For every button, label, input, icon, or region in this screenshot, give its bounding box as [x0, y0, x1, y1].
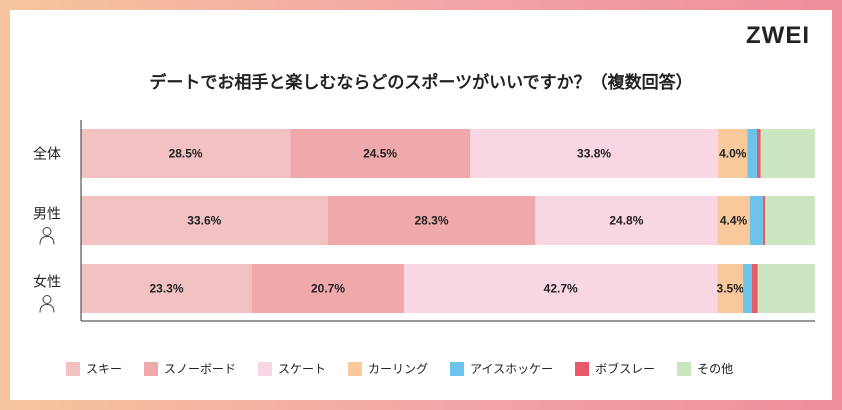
data-label: 4.4% — [720, 214, 748, 228]
legend-item: スケート — [258, 360, 326, 377]
data-label: 23.3% — [149, 282, 183, 296]
data-label: 28.5% — [169, 147, 203, 161]
bar-segment — [757, 264, 815, 313]
legend-item: カーリング — [348, 360, 428, 377]
bar-segment — [81, 196, 328, 245]
bar-segment — [757, 129, 761, 178]
bar-segment — [743, 264, 752, 313]
data-label: 42.7% — [544, 282, 578, 296]
legend-label: ボブスレー — [595, 362, 656, 376]
legend-label: スノーボード — [164, 362, 237, 376]
legend-label: カーリング — [368, 362, 429, 376]
female-person-icon — [39, 295, 55, 313]
legend-swatch — [144, 361, 159, 376]
data-label: 24.8% — [609, 214, 643, 228]
legend-swatch — [258, 361, 273, 376]
bar-segment — [747, 129, 758, 178]
bar-segment — [762, 196, 766, 245]
legend-item: ボブスレー — [575, 360, 655, 377]
bar-segment — [470, 129, 719, 178]
chart-title: デートでお相手と楽しむならどのスポーツがいいですか？（複数回答） — [149, 73, 693, 93]
bar-segment — [290, 129, 471, 178]
row-label: 男性 — [33, 207, 61, 223]
bar-segment — [403, 264, 718, 313]
brand-logo: ZWEI — [746, 22, 810, 49]
bar-segment — [765, 196, 815, 245]
legend-label: その他 — [697, 362, 734, 376]
bar-segment — [751, 264, 758, 313]
legend-item: スノーボード — [144, 360, 236, 377]
bar-segment — [718, 129, 748, 178]
data-label: 3.5% — [717, 282, 745, 296]
data-label: 28.3% — [414, 214, 448, 228]
bar-segment — [749, 196, 763, 245]
bar-segment — [81, 129, 291, 178]
male-person-icon — [39, 227, 55, 245]
bar-segment — [717, 196, 750, 245]
legend-swatch — [66, 361, 80, 376]
legend-swatch — [450, 361, 465, 376]
data-label: 20.7% — [311, 282, 345, 296]
chart-legend: スキー スノーボード スケート カーリング アイスホッケー ボブスレー その他 — [66, 360, 755, 377]
legend-swatch — [677, 361, 692, 376]
row-label: 女性 — [33, 274, 61, 291]
legend-label: スキー — [86, 362, 123, 376]
bar-segment — [81, 264, 253, 313]
bar-segment — [760, 129, 815, 178]
data-label: 33.6% — [187, 214, 221, 228]
legend-label: アイスホッケー — [470, 362, 554, 376]
data-label: 4.0% — [719, 147, 747, 161]
legend-item: スキー — [66, 360, 122, 377]
bar-segment — [717, 264, 744, 313]
data-label: 33.8% — [577, 147, 611, 161]
legend-label: スケート — [278, 362, 327, 376]
bar-segment — [327, 196, 536, 245]
row-label: 全体 — [33, 146, 61, 163]
legend-swatch — [575, 361, 590, 376]
bar-segment — [535, 196, 718, 245]
legend-item: その他 — [677, 360, 733, 377]
bar-segment — [252, 264, 404, 313]
legend-swatch — [348, 361, 363, 376]
data-label: 24.5% — [363, 147, 397, 161]
legend-item: アイスホッケー — [450, 360, 553, 377]
